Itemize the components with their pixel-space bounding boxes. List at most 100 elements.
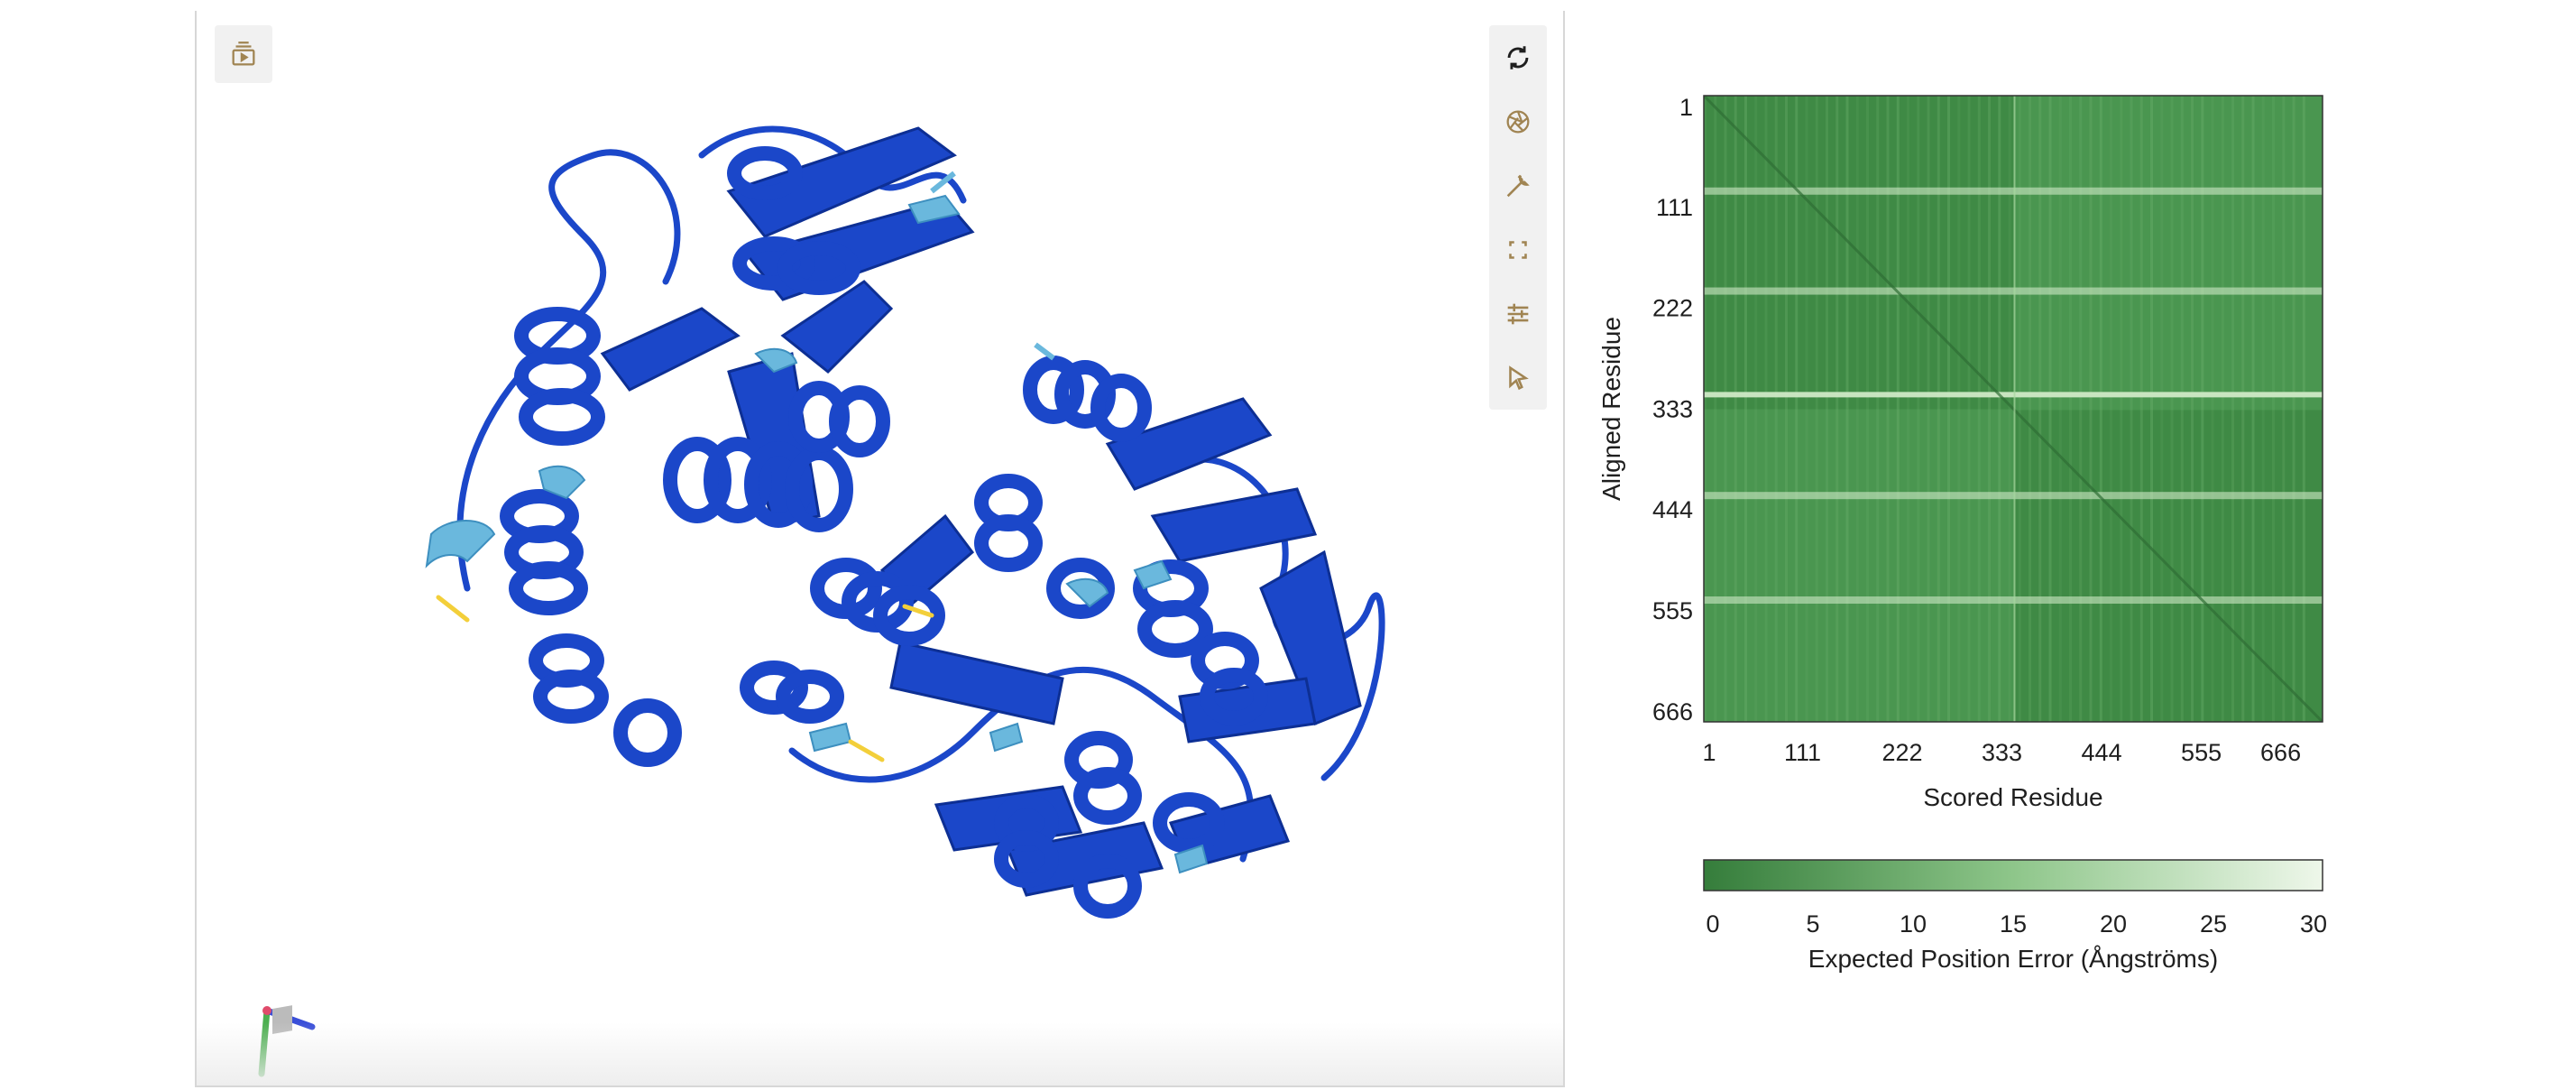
streak [2180, 96, 2184, 722]
streak [1855, 96, 1859, 722]
viewer-bottom-fade [197, 1022, 1563, 1085]
y-tick-label: 111 [1656, 194, 1693, 221]
y-tick-label: 1 [1679, 94, 1693, 121]
streak [1866, 96, 1870, 722]
y-tick-label: 444 [1652, 496, 1693, 523]
cursor-icon [1509, 365, 1529, 390]
streak [1957, 96, 1961, 722]
streak [1988, 96, 1992, 722]
streak [1826, 96, 1829, 722]
tools-button[interactable] [1489, 153, 1547, 217]
colorbar-tick-label: 25 [2200, 910, 2227, 938]
high-error-row [1704, 287, 2323, 295]
streak [1896, 96, 1900, 722]
streak [2058, 96, 2062, 722]
streak [2150, 96, 2154, 722]
streak [2302, 96, 2305, 722]
streak [2069, 96, 2073, 722]
streak [2201, 96, 2204, 722]
streak [1714, 96, 1717, 722]
colorbar [1703, 859, 2323, 891]
x-axis-title: Scored Residue [1923, 783, 2102, 811]
streak [1998, 96, 2001, 722]
streak [2292, 96, 2295, 722]
streak [2191, 96, 2194, 722]
streak [2272, 96, 2276, 722]
streak [2241, 96, 2245, 722]
x-tick-label: 666 [2260, 739, 2301, 766]
streak [2282, 96, 2286, 722]
colorbar-tick-label: 10 [1900, 910, 1927, 938]
fullscreen-button[interactable] [1489, 217, 1547, 282]
streak [1977, 96, 1981, 722]
x-tick-label: 444 [2082, 739, 2122, 766]
streak [1917, 96, 1920, 722]
colorbar-ticks: 0 5 10 15 20 25 30 [1706, 910, 2327, 938]
streak [2048, 96, 2052, 722]
y-axis-title: Aligned Residue [1597, 317, 1625, 501]
diagonal [1704, 96, 2323, 722]
select-mode-button[interactable] [1489, 346, 1547, 410]
streak [1734, 96, 1737, 722]
colorbar-label: Expected Position Error (Ångströms) [1808, 945, 2218, 973]
streak [2120, 96, 2123, 722]
colorbar-tick-label: 20 [2100, 910, 2127, 938]
x-tick-label: 1 [1702, 739, 1716, 766]
streak [2089, 96, 2093, 722]
x-axis-ticks: 1 111 222 333 444 555 666 [1702, 739, 2301, 766]
streak [2170, 96, 2174, 722]
streak [1754, 96, 1758, 722]
streak [1795, 96, 1799, 722]
streak [2139, 96, 2143, 722]
streak [1886, 96, 1890, 722]
streak [1835, 96, 1839, 722]
sliders-icon [1507, 303, 1529, 324]
streak [1744, 96, 1748, 722]
colorbar-tick-label: 30 [2300, 910, 2327, 938]
streak [2038, 96, 2042, 722]
heatmap-frame [1703, 95, 2323, 723]
streak [2251, 96, 2255, 722]
heatmap-cells [1704, 96, 2323, 722]
protein-structure[interactable] [197, 11, 1565, 1087]
streak [1927, 96, 1930, 722]
settings-button[interactable] [1489, 282, 1547, 346]
streak [1845, 96, 1849, 722]
high-error-row [1704, 187, 2323, 195]
streak [1815, 96, 1818, 722]
streak [2099, 96, 2102, 722]
high-error-row [1704, 392, 2323, 398]
streak [1967, 96, 1971, 722]
spin-button[interactable] [1489, 89, 1547, 153]
pae-panel: 1 111 222 333 444 555 666 1 111 222 333 444 555 666 … [1569, 0, 2576, 1090]
streak [2160, 96, 2164, 722]
streak [2079, 96, 2083, 722]
streak [2008, 96, 2011, 722]
streak [1724, 96, 1727, 722]
media-controls-button[interactable] [215, 25, 272, 83]
viewer-toolbar [1489, 25, 1547, 410]
y-tick-label: 666 [1652, 698, 1693, 725]
x-tick-label: 222 [1882, 739, 1923, 766]
colorbar-tick-label: 0 [1706, 910, 1719, 938]
structure-viewer[interactable] [195, 11, 1565, 1087]
x-tick-label: 333 [1982, 739, 2022, 766]
streak [1907, 96, 1910, 722]
streak [2221, 96, 2224, 722]
streak [2211, 96, 2214, 722]
y-tick-label: 222 [1652, 295, 1693, 322]
rotate-icon [1507, 45, 1529, 69]
y-tick-label: 333 [1652, 395, 1693, 422]
streak [1805, 96, 1808, 722]
streak [1876, 96, 1880, 722]
x-tick-label: 111 [1784, 739, 1821, 766]
aperture-icon [1506, 110, 1530, 133]
high-error-row [1704, 492, 2323, 500]
reset-view-button[interactable] [1489, 25, 1547, 89]
streak [1764, 96, 1768, 722]
streak [2018, 96, 2021, 722]
colorbar-tick-label: 15 [2000, 910, 2027, 938]
streak [2231, 96, 2235, 722]
